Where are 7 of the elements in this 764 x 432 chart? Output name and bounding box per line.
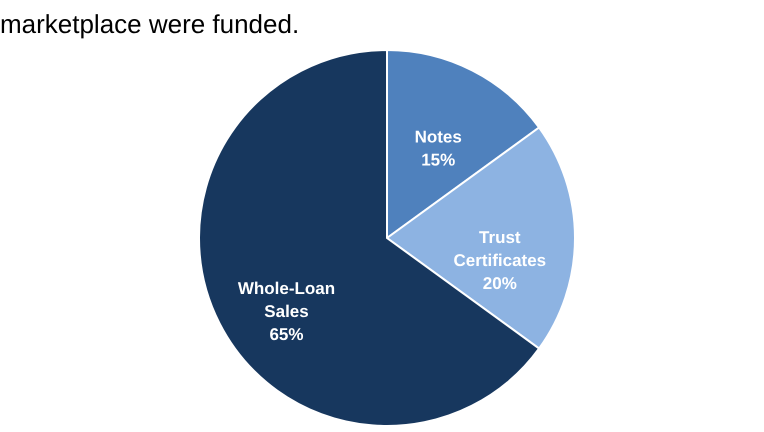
data-label: 15% <box>421 150 456 170</box>
chart-title: marketplace were funded. <box>0 9 300 39</box>
data-label: 65% <box>269 325 304 344</box>
slice-label: Notes <box>414 127 462 146</box>
data-label: 20% <box>482 274 517 293</box>
slice-label: Trust Certificates <box>453 228 546 270</box>
slice-label: Whole-Loan Sales <box>238 279 336 322</box>
